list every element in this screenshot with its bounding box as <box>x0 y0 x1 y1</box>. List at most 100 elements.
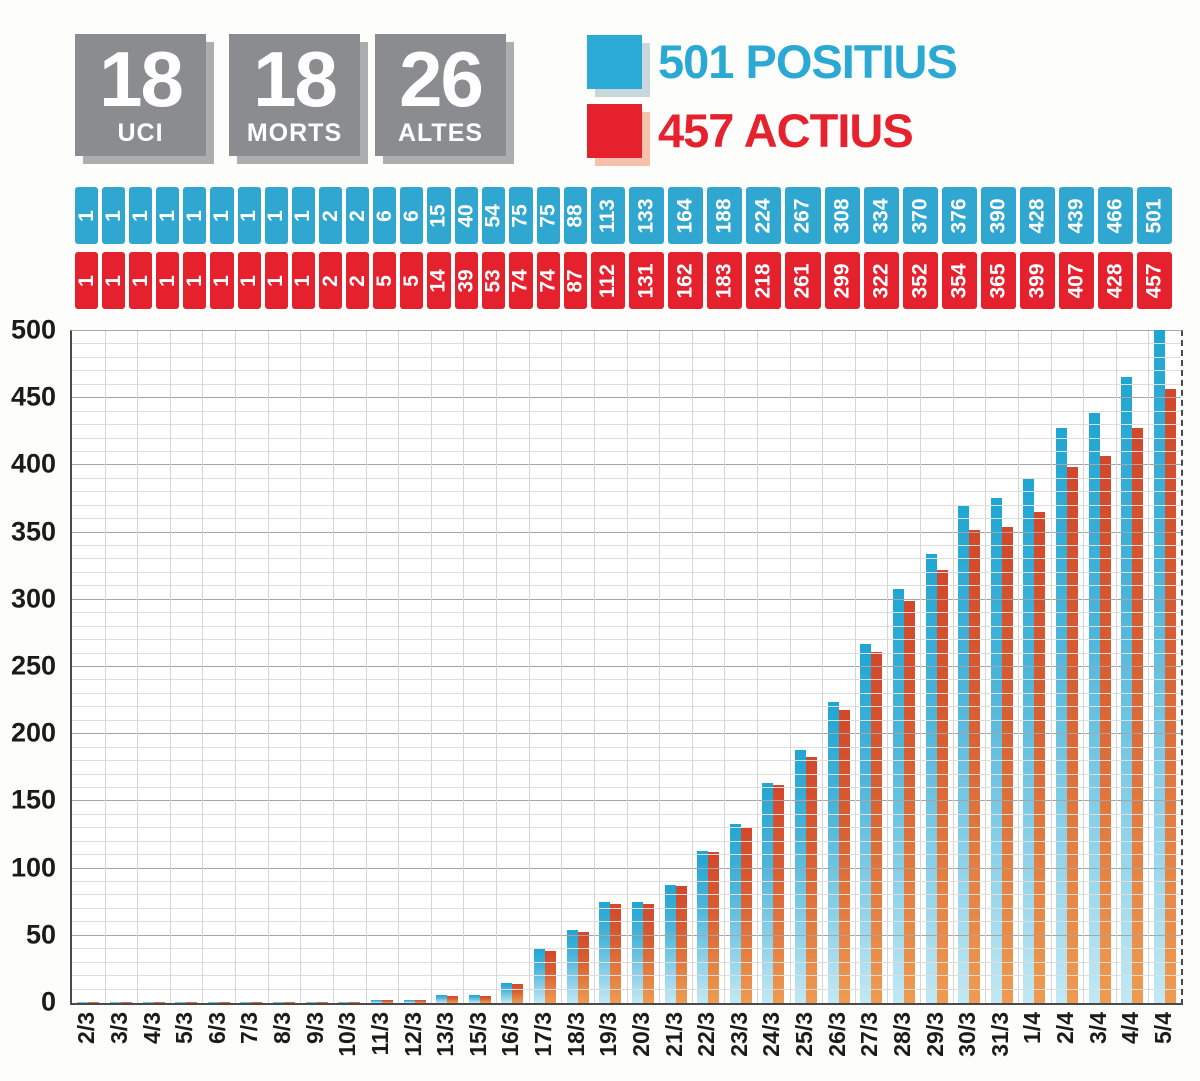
stat-box-altes: 26 ALTES <box>375 34 506 156</box>
x-tick-8/3: 8/3 <box>266 1004 299 1079</box>
actius-value-box: 354 <box>941 252 977 309</box>
actius-value-box: 5 <box>400 252 424 309</box>
vertical-gridline <box>1017 331 1019 1003</box>
vertical-gridline <box>561 331 563 1003</box>
actius-bar-3/3 <box>120 1001 132 1003</box>
y-tick-label: 0 <box>40 986 56 1017</box>
actius-value: 428 <box>1103 262 1127 299</box>
positius-bar-19/3 <box>599 902 611 1003</box>
positius-value: 113 <box>596 198 620 233</box>
actius-value: 1 <box>74 274 98 287</box>
actius-value-box: 1 <box>129 252 153 309</box>
actius-bar-28/3 <box>903 601 915 1003</box>
positius-value: 390 <box>986 197 1010 234</box>
y-axis-labels: 0 50 100 150 200 250 300 350 400 450 500 <box>0 315 62 1017</box>
vertical-gridline <box>1115 331 1117 1003</box>
x-tick-6/3: 6/3 <box>201 1004 234 1079</box>
x-tick-2/3: 2/3 <box>70 1004 103 1079</box>
x-axis-labels: 2/3 3/3 4/3 5/3 6/3 7/3 8/3 9/3 10/3 11/3 12/3 13/3… <box>70 1004 1179 1079</box>
positius-bar-10/3 <box>338 1001 350 1003</box>
actius-value: 39 <box>454 268 478 293</box>
vertical-gridline <box>430 331 432 1003</box>
positius-value-box: 224 <box>746 187 782 244</box>
positius-value-box: 267 <box>785 187 821 244</box>
positius-value-box: 334 <box>863 187 899 244</box>
category-13/3 <box>431 331 464 1003</box>
actius-value-box: 5 <box>373 252 397 309</box>
x-tick-4/4: 4/4 <box>1114 1004 1147 1079</box>
actius-bar-3/4 <box>1099 456 1111 1003</box>
actius-value-box: 162 <box>668 252 704 309</box>
vertical-gridline <box>626 331 628 1003</box>
x-tick-label: 29/3 <box>921 1012 948 1057</box>
actius-bar-6/3 <box>218 1001 230 1003</box>
category-9/3 <box>300 331 333 1003</box>
actius-value: 112 <box>596 263 620 298</box>
x-tick-3/4: 3/4 <box>1081 1004 1114 1079</box>
actius-value: 74 <box>536 268 560 293</box>
x-tick-22/3: 22/3 <box>690 1004 723 1079</box>
positius-bar-17/3 <box>534 949 546 1003</box>
positius-value-box: 466 <box>1097 187 1133 244</box>
actius-value: 261 <box>790 262 814 299</box>
positius-value-box: 308 <box>824 187 860 244</box>
x-tick-5/4: 5/4 <box>1147 1004 1180 1079</box>
category-15/3 <box>464 331 497 1003</box>
x-tick-label: 9/3 <box>301 1012 328 1044</box>
legend-label: 457 ACTIUS <box>658 104 914 157</box>
vertical-gridline <box>691 331 693 1003</box>
stat-value: 26 <box>399 35 484 124</box>
x-tick-label: 10/3 <box>334 1012 361 1057</box>
actius-bar-16/3 <box>512 984 524 1003</box>
stat-box-morts: 18 MORTS <box>229 34 360 156</box>
stat-value: 18 <box>253 35 338 124</box>
x-tick-label: 11/3 <box>366 1012 393 1056</box>
positius-bar-2/3 <box>77 1001 89 1003</box>
category-6/3 <box>203 331 236 1003</box>
actius-bar-12/3 <box>414 1000 426 1003</box>
actius-value-box: 1 <box>210 252 234 309</box>
x-tick-label: 18/3 <box>562 1012 589 1057</box>
vertical-gridline <box>300 331 302 1003</box>
x-tick-15/3: 15/3 <box>462 1004 495 1079</box>
x-tick-label: 1/4 <box>1019 1012 1046 1044</box>
actius-value-box: 112 <box>591 252 626 309</box>
actius-value: 74 <box>508 268 532 293</box>
category-19/3 <box>594 331 627 1003</box>
actius-value: 2 <box>318 274 342 287</box>
positius-value-box: 428 <box>1019 187 1055 244</box>
positius-value-box: 75 <box>509 187 533 244</box>
y-tick-label: 450 <box>10 381 56 412</box>
actius-bar-8/3 <box>284 1001 296 1003</box>
category-2/3 <box>72 331 105 1003</box>
actius-bar-10/3 <box>349 1001 361 1003</box>
positius-value-box: 54 <box>482 187 506 244</box>
actius-value: 322 <box>869 262 893 299</box>
positius-value: 6 <box>372 209 396 222</box>
x-tick-label: 5/3 <box>171 1012 198 1044</box>
x-tick-24/3: 24/3 <box>755 1004 788 1079</box>
actius-value: 131 <box>634 262 658 299</box>
y-tick-label: 500 <box>10 314 56 345</box>
category-3/4 <box>1083 331 1116 1003</box>
x-tick-30/3: 30/3 <box>951 1004 984 1079</box>
positius-value-box: 1 <box>75 187 99 244</box>
x-tick-label: 3/3 <box>105 1012 132 1044</box>
x-tick-label: 2/3 <box>73 1012 100 1044</box>
category-23/3 <box>725 331 758 1003</box>
y-tick-label: 400 <box>10 448 56 479</box>
actius-bar-19/3 <box>610 903 622 1003</box>
positius-value: 428 <box>1025 197 1049 234</box>
actius-bar-9/3 <box>316 1001 328 1003</box>
x-tick-12/3: 12/3 <box>396 1004 429 1079</box>
positius-value: 466 <box>1103 197 1127 234</box>
actius-bar-20/3 <box>642 903 654 1003</box>
actius-value: 53 <box>481 268 505 293</box>
y-tick-label: 300 <box>10 583 56 614</box>
positius-value: 6 <box>399 209 423 222</box>
x-tick-label: 15/3 <box>464 1012 491 1057</box>
actius-bar-18/3 <box>577 931 589 1003</box>
x-tick-25/3: 25/3 <box>788 1004 821 1079</box>
actius-bar-7/3 <box>251 1001 263 1003</box>
